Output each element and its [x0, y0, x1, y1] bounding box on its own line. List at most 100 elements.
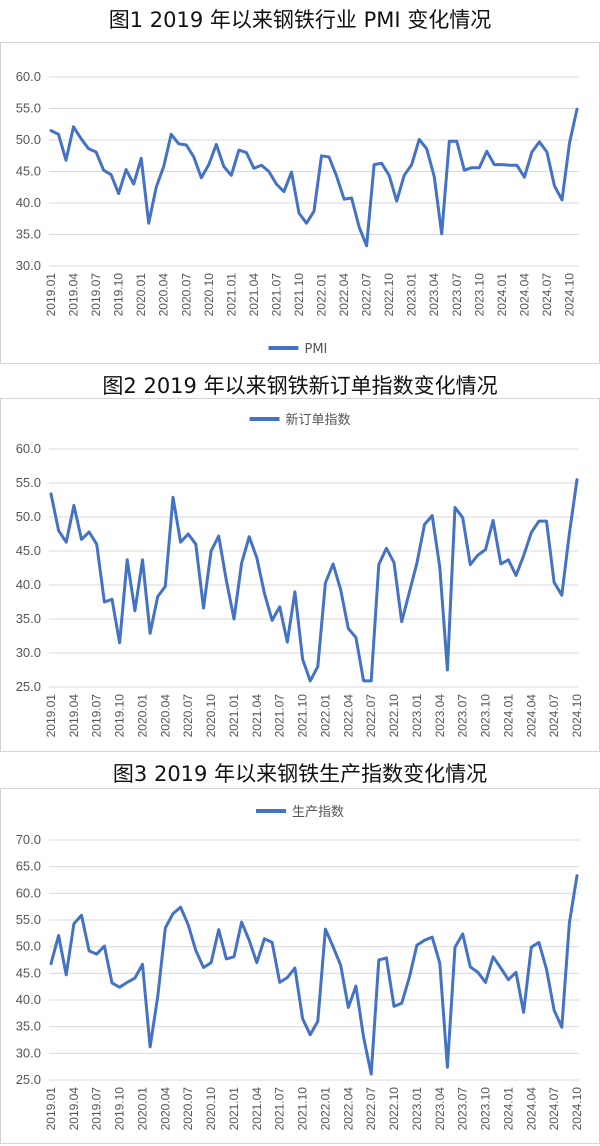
data-point [134, 610, 136, 612]
data-point [195, 949, 197, 951]
data-point [401, 621, 403, 623]
data-point [178, 143, 180, 145]
data-point [454, 946, 456, 948]
data-point [378, 564, 380, 566]
x-tick-label: 2021.04 [250, 1087, 264, 1131]
x-tick-label: 2019.10 [112, 273, 126, 317]
data-point [431, 515, 433, 517]
data-point [485, 981, 487, 983]
data-point [393, 562, 395, 564]
data-point [118, 193, 120, 195]
data-point [546, 151, 548, 153]
y-tick-label: 35.0 [16, 227, 41, 242]
data-point [58, 133, 60, 135]
data-point [477, 554, 479, 556]
data-point [202, 607, 204, 609]
data-point [275, 183, 277, 185]
data-point [416, 944, 418, 946]
data-point [340, 964, 342, 966]
data-point [313, 210, 315, 212]
data-point [568, 142, 570, 144]
data-point [418, 138, 420, 140]
x-tick-label: 2022.04 [341, 1087, 355, 1131]
data-point [149, 632, 151, 634]
x-tick-label: 2020.07 [181, 694, 195, 738]
data-point [218, 929, 220, 931]
x-tick-label: 2023.07 [456, 694, 470, 738]
series-line [49, 478, 579, 683]
data-point [426, 148, 428, 150]
data-point [180, 541, 182, 543]
x-tick-label: 2023.01 [405, 273, 419, 317]
pmi-line-chart: 30.0 35.0 40.0 45.0 50.0 55.0 60.0 2019.01 2019.… [16, 69, 579, 357]
data-point [218, 535, 220, 537]
data-point [561, 594, 563, 596]
data-point [180, 906, 182, 908]
data-point [133, 183, 135, 185]
data-point [324, 582, 326, 584]
data-point [332, 946, 334, 948]
data-point [283, 191, 285, 193]
data-point [462, 517, 464, 519]
data-point [317, 666, 319, 668]
data-point [208, 164, 210, 166]
data-point [164, 927, 166, 929]
data-point [324, 928, 326, 930]
data-point [260, 164, 262, 166]
x-tick-label: 2022.01 [318, 1087, 332, 1131]
data-point [187, 533, 189, 535]
data-point [516, 164, 518, 166]
data-point [271, 941, 273, 943]
data-point [65, 974, 67, 976]
data-point [309, 1034, 311, 1036]
data-point [328, 156, 330, 158]
y-tick-label: 40.0 [16, 992, 41, 1007]
data-point [385, 957, 387, 959]
x-tick-label: 2019.01 [44, 1087, 58, 1131]
y-tick-label: 50.0 [16, 509, 41, 524]
data-point [65, 159, 67, 161]
data-point [576, 108, 578, 110]
data-point [193, 156, 195, 158]
data-point [210, 962, 212, 964]
data-point [126, 981, 128, 983]
x-tick-label: 2022.07 [364, 1087, 378, 1131]
x-tick-label: 2019.07 [90, 1087, 104, 1131]
x-tick-label: 2020.07 [181, 1087, 195, 1131]
data-point [148, 222, 150, 224]
data-point [363, 1036, 365, 1038]
data-point [263, 938, 265, 940]
data-point [515, 574, 517, 576]
x-tick-label: 2021.01 [227, 1087, 241, 1131]
data-point [263, 592, 265, 594]
data-point [172, 913, 174, 915]
data-point [256, 962, 258, 964]
y-tick-label: 40.0 [16, 577, 41, 592]
data-point [456, 140, 458, 142]
data-point [50, 963, 52, 965]
data-point [73, 504, 75, 506]
data-point [370, 1073, 372, 1075]
figure-2-title: 图2 2019 年以来钢铁新订单指数变化情况 [102, 374, 498, 398]
data-point [500, 967, 502, 969]
data-point [290, 171, 292, 173]
data-point [477, 971, 479, 973]
data-point [501, 164, 503, 166]
data-point [343, 198, 345, 200]
x-tick-label: 2019.04 [67, 694, 81, 738]
data-point [355, 985, 357, 987]
y-tick-label: 70.0 [16, 832, 41, 847]
data-point [576, 479, 578, 481]
data-point [294, 591, 296, 593]
y-tick-label: 35.0 [16, 1019, 41, 1034]
data-point [233, 956, 235, 958]
data-point [141, 963, 143, 965]
data-point [187, 924, 189, 926]
data-point [515, 971, 517, 973]
data-point [561, 1026, 563, 1028]
x-tick-label: 2023.07 [456, 1087, 470, 1131]
data-point [478, 167, 480, 169]
y-tick-label: 50.0 [16, 939, 41, 954]
data-point [508, 164, 510, 166]
data-point [96, 953, 98, 955]
